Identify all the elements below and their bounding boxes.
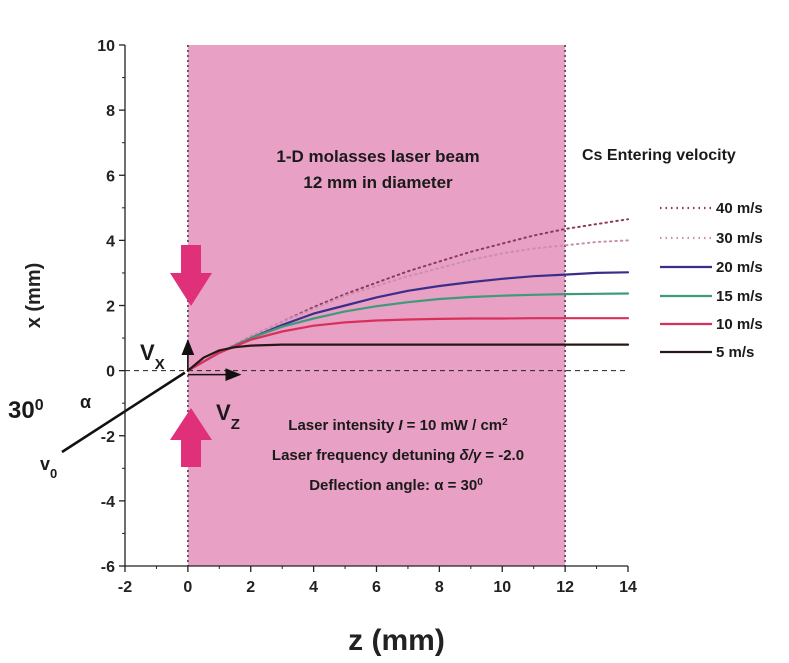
x-tick-label: 8 [435,579,444,596]
y-tick-label: 8 [106,103,115,120]
x-tick-label: 12 [556,579,574,596]
y-tick-label: 4 [106,233,115,250]
deflection-label: Deflection angle: α = 300 [309,477,483,495]
y-tick-label: -6 [101,559,115,576]
angle-label: 300 [8,397,44,425]
y-tick-label: 10 [97,38,115,55]
beam-label-line1: 1-D molasses laser beam [276,147,479,166]
legend-label: 15 m/s [716,288,763,305]
detuning-label: Laser frequency detuning δ/γ = -2.0 [272,447,524,464]
alpha-label: α [80,392,91,412]
x-tick-label: 4 [309,579,318,596]
y-tick-label: -4 [101,494,115,511]
y-tick-label: 6 [106,168,115,185]
series-line-15-m-s [186,292,630,372]
legend-label: 40 m/s [716,200,763,217]
x-tick-label: 0 [183,579,192,596]
x-tick-label: 14 [619,579,637,596]
x-tick-label: 6 [372,579,381,596]
vz-label: VZ [216,400,240,433]
x-tick-label: 10 [493,579,511,596]
x-tick-label: 2 [246,579,255,596]
legend-label: 10 m/s [716,316,763,333]
laser-arrow-down [170,245,212,306]
incoming-atom-line [61,371,186,454]
beam-label-line2: 12 mm in diameter [303,173,453,192]
series-line-5-m-s [186,343,630,372]
intensity-label: Laser intensity I = 10 mW / cm2 [288,417,508,435]
legend-label: 5 m/s [716,344,754,361]
laser-arrow-up [170,408,212,467]
legend-label: 20 m/s [716,259,763,276]
y-axis-title: x (mm) [23,263,45,329]
legend-title: Cs Entering velocity [582,147,736,164]
v0-label: v0 [40,454,57,481]
y-tick-label: -2 [101,429,115,446]
y-tick-label: 0 [106,364,115,381]
legend-label: 30 m/s [716,230,763,247]
y-tick-label: 2 [106,299,115,316]
series-line-10-m-s [186,317,630,372]
series-line-30-m-s [186,239,629,372]
x-tick-label: -2 [118,579,132,596]
vx-label: VX [140,340,165,373]
x-axis-title: z (mm) [348,624,445,657]
